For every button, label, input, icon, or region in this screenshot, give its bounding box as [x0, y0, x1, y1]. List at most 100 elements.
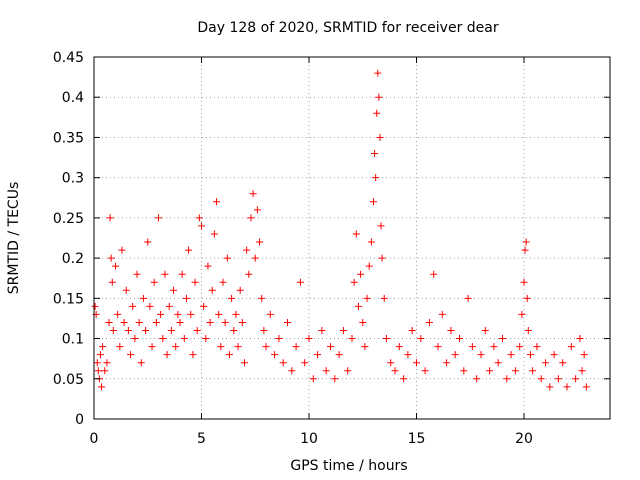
data-point [582, 383, 590, 391]
data-point [554, 375, 562, 383]
data-point [266, 310, 274, 318]
data-point [526, 351, 534, 359]
data-point [118, 246, 126, 254]
data-point [486, 367, 494, 375]
data-point [124, 327, 132, 335]
data-point [262, 343, 270, 351]
data-point [219, 278, 227, 286]
x-tick-label: 15 [408, 431, 426, 447]
data-point [521, 246, 529, 254]
data-point [430, 270, 438, 278]
data-point [375, 93, 383, 101]
data-point [249, 190, 257, 198]
data-point [372, 174, 380, 182]
data-point [232, 310, 240, 318]
data-point [167, 327, 175, 335]
data-point [189, 351, 197, 359]
data-point [213, 198, 221, 206]
data-point [518, 310, 526, 318]
data-point [144, 238, 152, 246]
y-tick-label: 0.25 [53, 211, 84, 227]
data-point [529, 367, 537, 375]
data-point [511, 367, 519, 375]
data-point [150, 278, 158, 286]
data-point [251, 254, 259, 262]
data-point [116, 343, 124, 351]
data-point [236, 286, 244, 294]
data-points [91, 69, 590, 391]
data-point [363, 294, 371, 302]
data-point [327, 343, 334, 351]
data-point [413, 359, 420, 367]
data-point [331, 375, 339, 383]
y-tick-label: 0.05 [53, 372, 84, 388]
data-point [456, 335, 463, 343]
data-point [139, 294, 147, 302]
data-point [107, 254, 115, 262]
data-point [195, 214, 203, 222]
data-point [155, 214, 162, 222]
data-point [434, 343, 442, 351]
data-point [204, 262, 212, 270]
data-point [208, 286, 216, 294]
data-point [309, 375, 317, 383]
data-point [180, 335, 188, 343]
data-point [507, 351, 515, 359]
data-point [133, 270, 141, 278]
data-point [94, 367, 102, 375]
data-point [387, 359, 395, 367]
data-point [157, 310, 165, 318]
data-point [105, 318, 113, 326]
data-point [305, 335, 313, 343]
data-point [245, 270, 253, 278]
data-point [580, 351, 588, 359]
data-point [148, 343, 156, 351]
data-point [395, 343, 403, 351]
data-point [377, 222, 385, 230]
data-point [374, 69, 382, 77]
data-point [176, 318, 184, 326]
data-point [198, 222, 205, 230]
y-tick-label: 0.1 [62, 332, 84, 348]
data-point [322, 367, 330, 375]
data-point [215, 310, 223, 318]
data-point [533, 343, 541, 351]
data-point [99, 343, 107, 351]
data-point [365, 262, 373, 270]
data-point [357, 270, 365, 278]
y-tick-label: 0.45 [53, 50, 84, 66]
data-point [391, 367, 399, 375]
data-point [572, 375, 580, 383]
data-point [122, 286, 130, 294]
data-point [516, 343, 524, 351]
data-point [120, 318, 128, 326]
data-point [417, 335, 425, 343]
data-point [279, 359, 287, 367]
data-point [238, 318, 246, 326]
data-point [352, 230, 360, 238]
y-tick-label: 0.2 [62, 251, 84, 267]
data-point [112, 262, 119, 270]
y-tick-label: 0.4 [62, 90, 84, 106]
data-point [339, 327, 347, 335]
data-point [165, 302, 173, 310]
data-point [503, 375, 511, 383]
data-point [537, 375, 545, 383]
data-point [421, 367, 429, 375]
data-point [129, 302, 137, 310]
x-tick-label: 0 [90, 431, 99, 447]
data-point [371, 150, 379, 158]
data-point [499, 335, 506, 343]
data-point [221, 318, 229, 326]
data-point [292, 343, 300, 351]
data-point [170, 286, 178, 294]
data-point [380, 294, 388, 302]
data-point [247, 214, 255, 222]
y-tick-labels: 0 0.05 0.1 0.15 0.2 0.25 0.3 0.35 0.4 0.45 [53, 50, 84, 428]
data-point [567, 343, 575, 351]
data-point [243, 246, 251, 254]
data-point [93, 359, 101, 367]
data-point [234, 343, 242, 351]
data-point [447, 327, 455, 335]
data-point [260, 327, 268, 335]
